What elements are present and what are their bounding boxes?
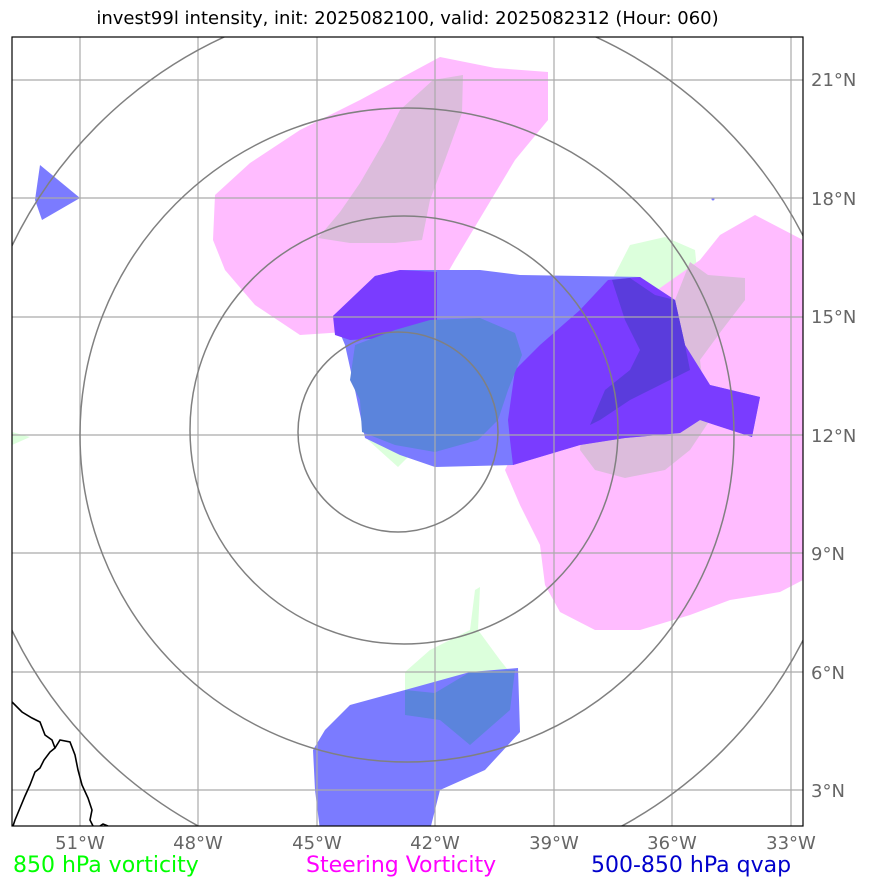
lat-label-6n: 6°N (811, 663, 845, 684)
gridlines (12, 37, 803, 826)
range-rings (12, 37, 803, 826)
plot-frame (11, 36, 804, 827)
latitude-labels: 21°N 18°N 15°N 12°N 9°N 6°N 3°N (811, 70, 856, 802)
lat-label-18n: 18°N (811, 189, 856, 210)
qvap-dark-nw (333, 270, 437, 340)
range-ring-2 (189, 215, 619, 645)
lon-label-48w: 48°W (173, 833, 223, 854)
legend-qvap: 500-850 hPa qvap (591, 853, 792, 878)
lon-label-51w: 51°W (55, 833, 105, 854)
lon-label-45w: 45°W (292, 833, 342, 854)
lat-label-12n: 12°N (811, 426, 856, 447)
lat-label-9n: 9°N (811, 544, 845, 565)
vort850-south (405, 587, 512, 695)
coastline (12, 701, 109, 826)
lon-label-36w: 36°W (647, 833, 697, 854)
map-title: invest99l intensity, init: 2025082100, v… (96, 8, 719, 29)
qvap-green-overlap-center (350, 318, 522, 452)
legend-850-vorticity: 850 hPa vorticity (13, 853, 199, 878)
lon-label-39w: 39°W (529, 833, 579, 854)
lat-label-21n: 21°N (811, 70, 856, 91)
steering-north-overlap (318, 75, 463, 243)
vort850-west-edge (12, 432, 30, 445)
lat-label-3n: 3°N (811, 781, 845, 802)
qvap-regions (35, 165, 760, 826)
lat-label-15n: 15°N (811, 307, 856, 328)
range-ring-1 (297, 331, 499, 533)
lon-label-42w: 42°W (410, 833, 460, 854)
longitude-labels: 51°W 48°W 45°W 42°W 39°W 36°W 33°W (55, 833, 816, 854)
qvap-green-overlap-south (405, 670, 515, 745)
qvap-dark-overlap-east (590, 278, 690, 425)
legend-steering-vorticity: Steering Vorticity (306, 853, 497, 878)
range-ring-3 (79, 107, 735, 763)
qvap-nw-triangle (35, 165, 80, 220)
lon-label-33w: 33°W (766, 833, 816, 854)
